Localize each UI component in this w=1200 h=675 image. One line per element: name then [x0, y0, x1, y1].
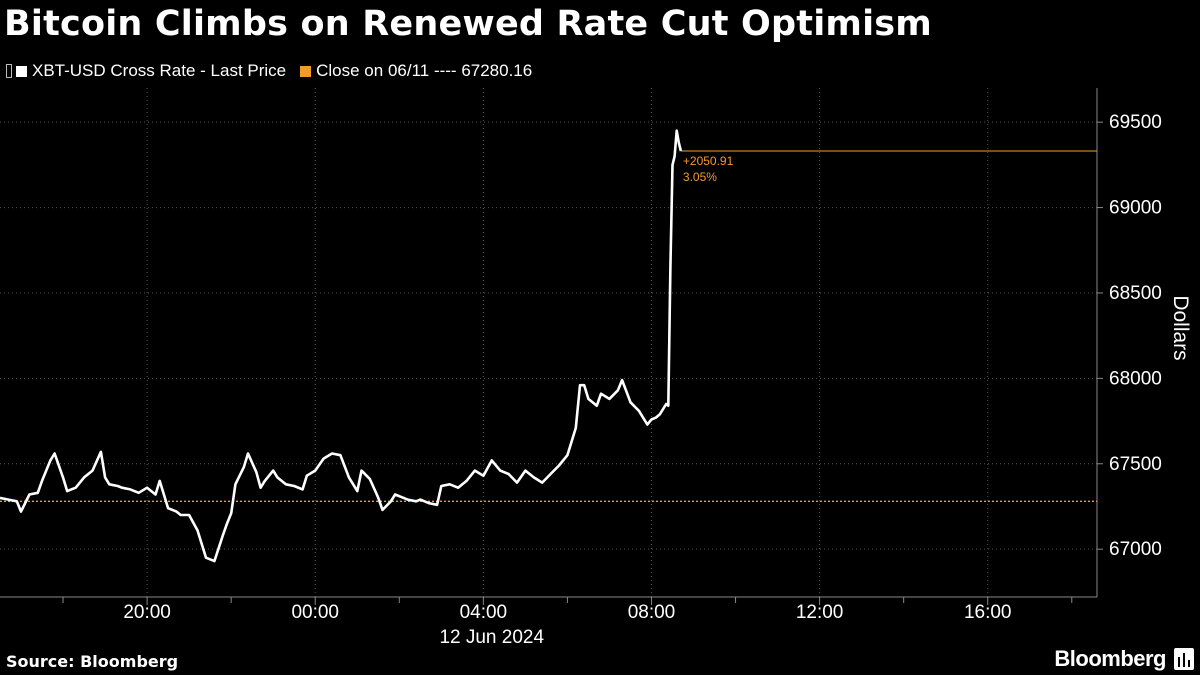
- bloomberg-terminal-icon: [1174, 648, 1194, 670]
- legend-item-price: XBT-USD Cross Rate - Last Price: [6, 61, 286, 81]
- y-tick-label: 67000: [1109, 539, 1162, 560]
- source-note: Source: Bloomberg: [6, 652, 179, 671]
- change-annotation: +2050.91: [683, 154, 734, 168]
- legend-swatch-price: [16, 65, 27, 77]
- x-tick-label: 00:00: [291, 602, 339, 623]
- y-tick-label: 69500: [1109, 112, 1162, 133]
- x-tick-label: 12:00: [796, 602, 844, 623]
- y-tick-label: 68000: [1109, 368, 1162, 389]
- legend-swatch-close: [300, 65, 312, 77]
- price-line: [0, 129, 683, 563]
- y-tick-label: 67500: [1109, 454, 1162, 475]
- x-date-label: 12 Jun 2024: [439, 627, 544, 648]
- y-tick-label: 68500: [1109, 283, 1162, 304]
- x-tick-label: 04:00: [460, 602, 508, 623]
- legend-item-close: Close on 06/11 ---- 67280.16: [300, 61, 532, 81]
- legend-label-close: Close on 06/11 ---- 67280.16: [316, 61, 533, 80]
- candle-icon: [6, 64, 12, 78]
- y-axis-label: Dollars: [1169, 295, 1192, 360]
- x-tick-label: 08:00: [628, 602, 676, 623]
- bloomberg-logo: Bloomberg: [1054, 646, 1166, 671]
- y-tick-label: 69000: [1109, 198, 1162, 219]
- legend: XBT-USD Cross Rate - Last Price Close on…: [6, 60, 546, 82]
- x-tick-label: 20:00: [123, 602, 171, 623]
- x-tick-label: 16:00: [964, 602, 1012, 623]
- legend-label-price: XBT-USD Cross Rate - Last Price: [32, 61, 287, 80]
- chart-title: Bitcoin Climbs on Renewed Rate Cut Optim…: [4, 4, 932, 44]
- pct-annotation: 3.05%: [683, 170, 717, 184]
